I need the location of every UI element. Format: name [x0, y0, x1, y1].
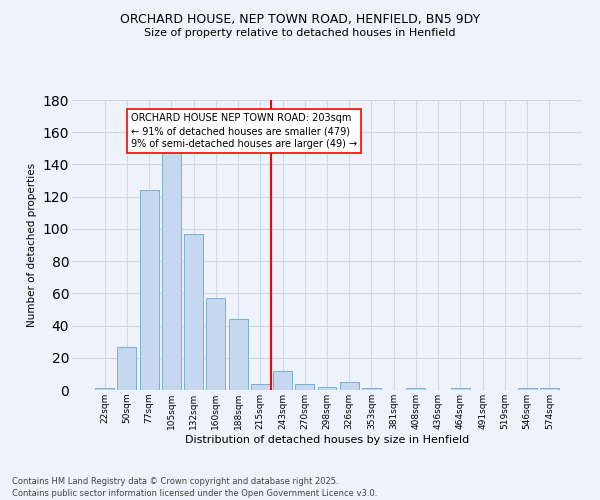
Text: ORCHARD HOUSE NEP TOWN ROAD: 203sqm
← 91% of detached houses are smaller (479)
9: ORCHARD HOUSE NEP TOWN ROAD: 203sqm ← 91…: [131, 113, 358, 150]
Bar: [451, 388, 470, 390]
Bar: [540, 388, 559, 390]
Text: ORCHARD HOUSE, NEP TOWN ROAD, HENFIELD, BN5 9DY: ORCHARD HOUSE, NEP TOWN ROAD, HENFIELD, …: [120, 12, 480, 26]
Bar: [162, 150, 181, 390]
Bar: [118, 346, 136, 390]
Bar: [251, 384, 270, 390]
Bar: [184, 234, 203, 390]
Bar: [273, 370, 292, 390]
Bar: [206, 298, 225, 390]
Bar: [140, 190, 158, 390]
Bar: [406, 388, 425, 390]
Bar: [229, 319, 248, 390]
Bar: [295, 384, 314, 390]
Text: Size of property relative to detached houses in Henfield: Size of property relative to detached ho…: [144, 28, 456, 38]
Text: Contains HM Land Registry data © Crown copyright and database right 2025.
Contai: Contains HM Land Registry data © Crown c…: [12, 476, 377, 498]
X-axis label: Distribution of detached houses by size in Henfield: Distribution of detached houses by size …: [185, 434, 469, 444]
Bar: [317, 387, 337, 390]
Bar: [95, 388, 114, 390]
Bar: [362, 388, 381, 390]
Bar: [340, 382, 359, 390]
Y-axis label: Number of detached properties: Number of detached properties: [27, 163, 37, 327]
Bar: [518, 388, 536, 390]
